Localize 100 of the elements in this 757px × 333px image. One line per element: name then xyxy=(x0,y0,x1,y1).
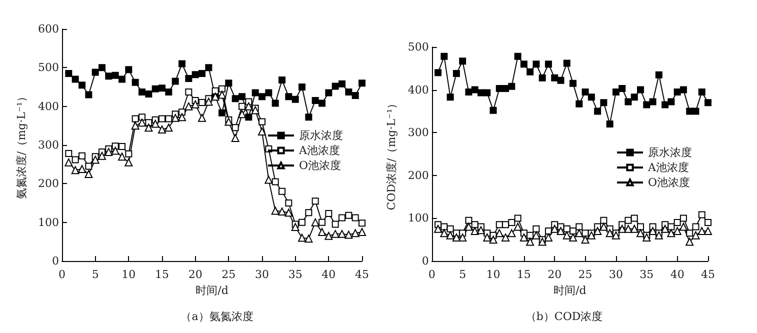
point xyxy=(654,231,663,240)
point xyxy=(264,176,273,184)
point xyxy=(495,229,504,238)
point xyxy=(105,72,112,80)
point xyxy=(132,78,139,86)
point xyxy=(643,101,650,108)
point xyxy=(158,84,166,92)
point xyxy=(245,114,252,121)
point xyxy=(526,232,534,239)
point xyxy=(232,124,239,132)
point xyxy=(569,233,578,242)
point xyxy=(698,211,706,218)
point xyxy=(98,152,106,160)
point xyxy=(581,236,590,244)
point xyxy=(324,232,333,240)
point xyxy=(434,69,442,76)
point xyxy=(318,100,326,107)
point xyxy=(112,72,119,79)
point xyxy=(192,71,199,78)
point xyxy=(490,106,497,114)
x-tick-label: 45 xyxy=(355,268,369,281)
point xyxy=(225,80,232,87)
point xyxy=(661,224,670,233)
x-tick-label: 5 xyxy=(459,268,466,281)
point xyxy=(612,231,620,240)
point xyxy=(232,95,239,102)
x-tick-label: 40 xyxy=(322,268,336,281)
point xyxy=(526,68,534,76)
point xyxy=(600,99,608,106)
point xyxy=(224,118,233,126)
point xyxy=(698,227,706,236)
point xyxy=(551,74,558,82)
point xyxy=(624,224,632,233)
text: （a）氨氮浓度 xyxy=(180,310,254,323)
point xyxy=(358,220,366,227)
point xyxy=(284,208,293,217)
point xyxy=(298,218,306,226)
point xyxy=(544,228,552,235)
point xyxy=(637,86,644,94)
point xyxy=(132,115,139,122)
point xyxy=(272,178,279,186)
point xyxy=(138,118,146,127)
point xyxy=(642,233,651,242)
text: （b）COD浓度 xyxy=(525,310,603,323)
point xyxy=(252,89,259,96)
point xyxy=(674,218,681,226)
legend-label: O池浓度 xyxy=(648,176,690,189)
point xyxy=(668,223,675,230)
point xyxy=(502,233,510,242)
point xyxy=(198,114,206,122)
point xyxy=(185,88,192,96)
point xyxy=(600,222,608,231)
point xyxy=(446,225,454,232)
x-tick-label: 20 xyxy=(188,268,202,281)
point xyxy=(78,82,86,89)
point xyxy=(434,224,442,233)
point xyxy=(618,85,626,92)
y-tick-label: 0 xyxy=(52,254,59,268)
point xyxy=(124,158,133,166)
point xyxy=(184,102,193,110)
point xyxy=(331,230,340,238)
point xyxy=(91,156,100,164)
point xyxy=(111,146,120,155)
point xyxy=(272,100,279,107)
point xyxy=(544,233,552,242)
point xyxy=(563,60,570,67)
x-tick-label: 35 xyxy=(288,268,302,281)
point xyxy=(285,200,292,206)
point xyxy=(345,212,352,219)
point xyxy=(446,231,454,240)
point xyxy=(151,120,160,128)
point xyxy=(185,74,192,82)
point xyxy=(338,214,346,222)
point xyxy=(218,90,226,99)
point xyxy=(85,162,92,170)
point xyxy=(624,98,632,106)
y-tick-label: 400 xyxy=(408,83,429,96)
point xyxy=(483,233,492,242)
y-tick-label: 300 xyxy=(408,126,429,140)
point xyxy=(637,223,644,230)
point xyxy=(686,230,694,237)
point xyxy=(305,209,312,216)
point xyxy=(72,156,79,164)
point xyxy=(218,109,226,116)
legend-label: A池浓度 xyxy=(647,161,689,174)
point xyxy=(332,220,339,228)
legend-label: O池浓度 xyxy=(299,159,342,172)
point xyxy=(258,93,266,100)
point xyxy=(692,231,700,240)
point xyxy=(358,80,366,87)
point xyxy=(606,229,614,238)
point xyxy=(278,76,286,84)
y-tick-label: 200 xyxy=(408,168,429,182)
point xyxy=(72,76,79,83)
point xyxy=(84,170,93,178)
point xyxy=(138,114,146,121)
point xyxy=(570,228,577,235)
point xyxy=(178,113,186,122)
point xyxy=(562,231,571,240)
x-tick-label: 30 xyxy=(255,268,269,281)
